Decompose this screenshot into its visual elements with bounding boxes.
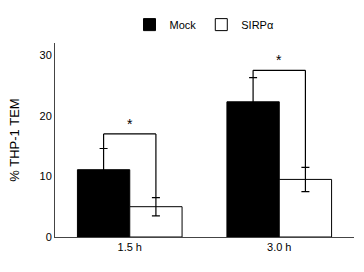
svg-text:Mock: Mock [170, 19, 197, 31]
svg-text:0: 0 [46, 231, 52, 243]
svg-text:1.5 h: 1.5 h [118, 241, 142, 253]
svg-text:*: * [127, 116, 133, 132]
svg-text:SIRPα: SIRPα [241, 19, 274, 31]
svg-text:30: 30 [40, 49, 52, 61]
svg-text:20: 20 [40, 110, 52, 122]
svg-text:10: 10 [40, 170, 52, 182]
svg-text:3.0 h: 3.0 h [267, 241, 291, 253]
svg-text:% THP-1 TEM: % THP-1 TEM [7, 98, 22, 181]
svg-text:*: * [276, 52, 282, 68]
